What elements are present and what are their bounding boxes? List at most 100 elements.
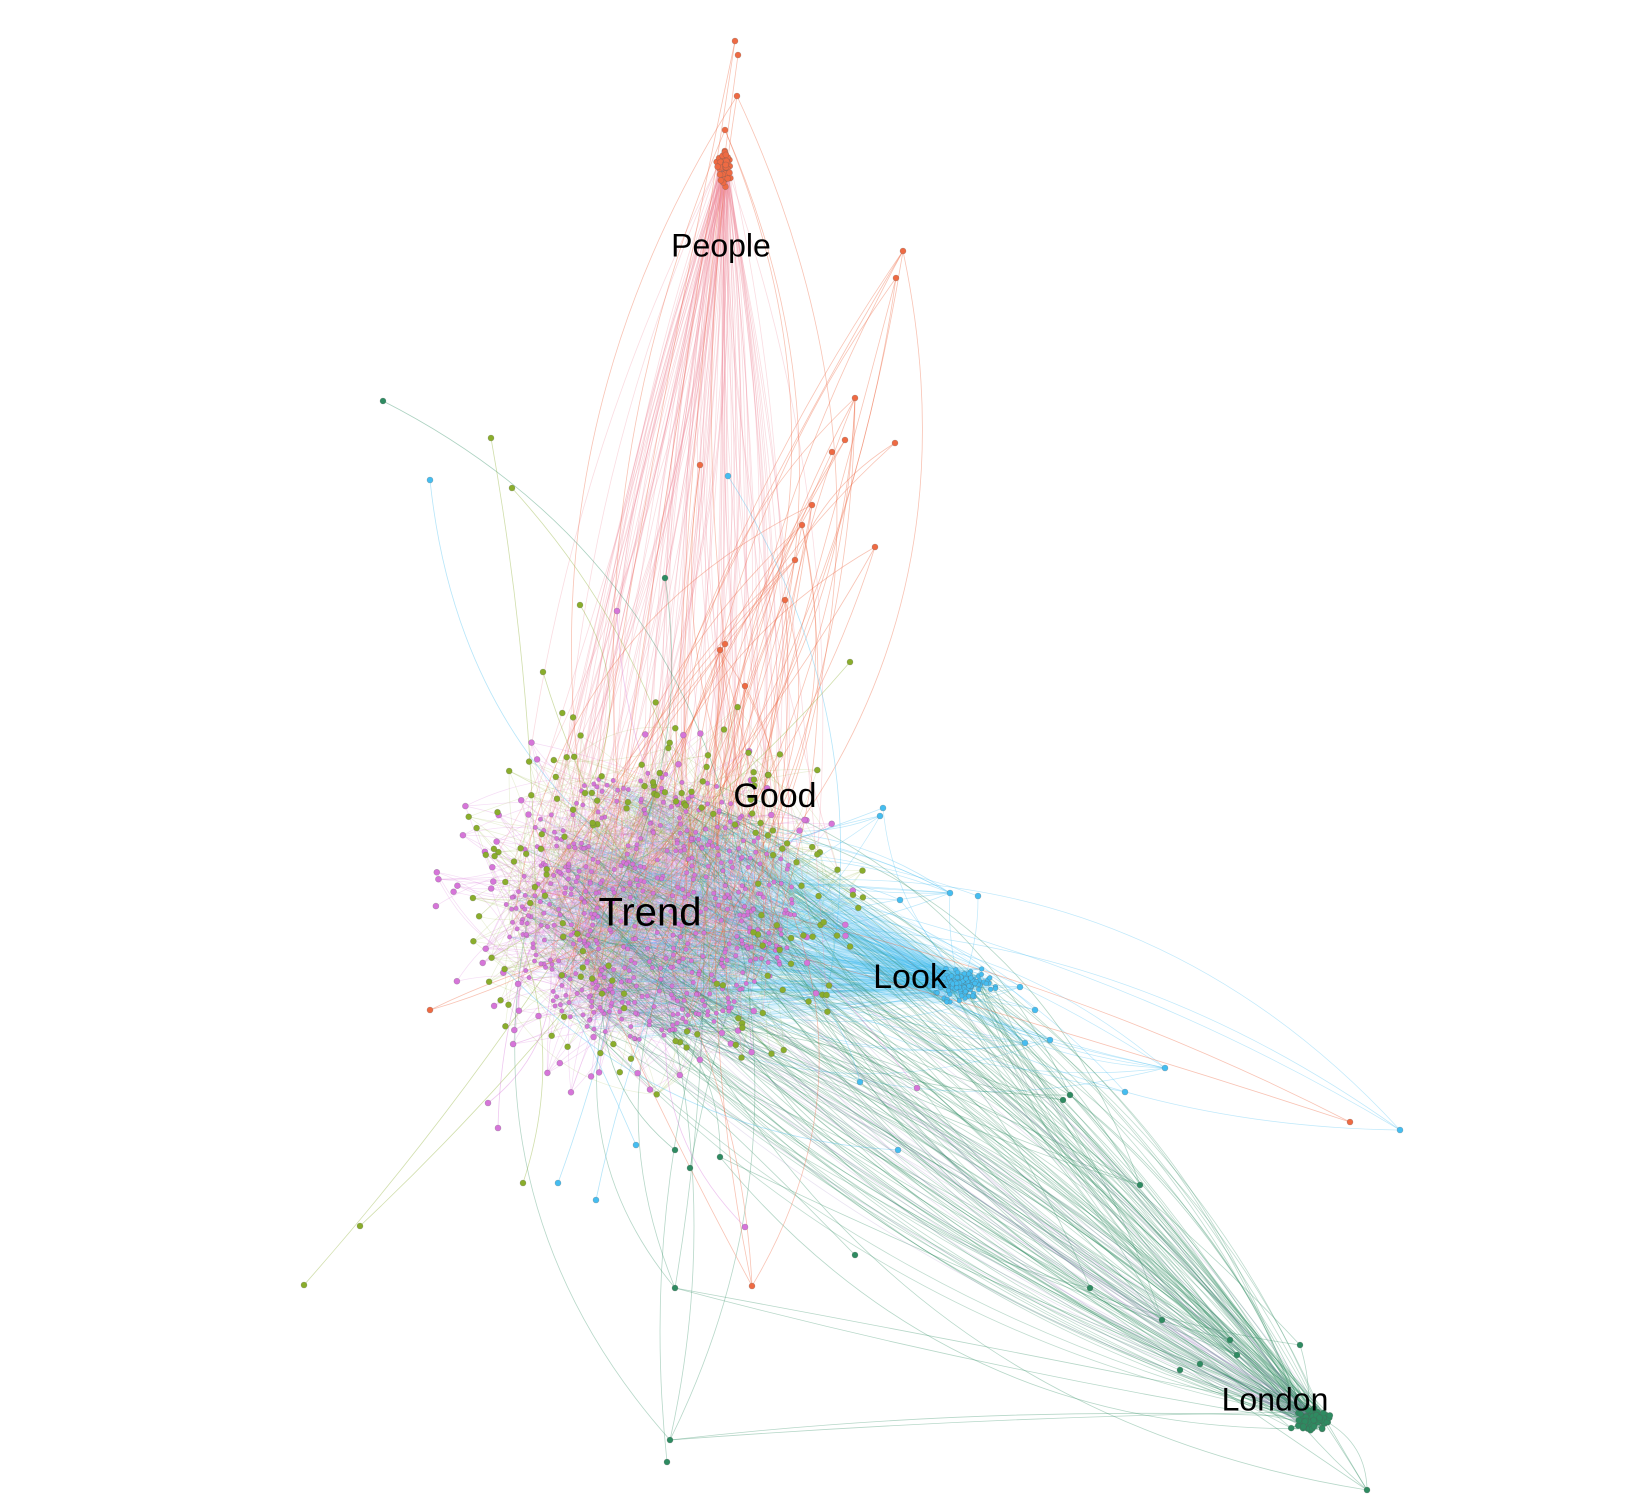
graph-edge [661, 777, 770, 886]
graph-edge [568, 735, 684, 880]
graph-edge [491, 886, 536, 958]
graph-edge [665, 956, 743, 973]
graph-edge [473, 853, 731, 942]
graph-edge [690, 840, 709, 867]
graph-edge [635, 931, 750, 1014]
graph-edge [591, 949, 726, 1007]
graph-edge [743, 788, 768, 961]
trend-node [710, 843, 716, 849]
graph-edge [612, 874, 695, 993]
graph-edge [636, 984, 959, 992]
graph-edge [599, 798, 689, 976]
graph-edge [581, 848, 604, 991]
graph-edge [559, 823, 681, 873]
graph-edge [596, 800, 632, 947]
trend-node [683, 1019, 689, 1025]
graph-edge [681, 925, 990, 979]
graph-edge [663, 980, 973, 1036]
graph-edge [723, 966, 970, 987]
trend-node [690, 979, 696, 985]
graph-edge [640, 837, 694, 880]
trend-node [716, 852, 722, 858]
graph-edge [591, 913, 680, 962]
graph-edge [550, 883, 769, 945]
trend-node [677, 830, 683, 836]
graph-edge [666, 894, 689, 968]
graph-edge [597, 862, 629, 944]
graph-edge [686, 830, 781, 948]
graph-edge [742, 885, 938, 983]
graph-edge [628, 847, 703, 863]
graph-edge [585, 891, 693, 973]
graph-edge [543, 803, 577, 831]
good-node [693, 1031, 701, 1038]
graph-edge [659, 772, 688, 1032]
graph-edge [505, 904, 557, 997]
graph-edge [716, 786, 751, 816]
graph-edge [529, 902, 628, 981]
graph-edge [525, 873, 562, 896]
graph-edge [635, 815, 881, 1014]
graph-edge [552, 813, 646, 992]
graph-edge [485, 948, 603, 971]
graph-edge [556, 833, 767, 855]
graph-edge [567, 779, 600, 880]
trend-node [563, 885, 569, 891]
misc-node [539, 668, 547, 676]
graph-edge [612, 927, 750, 993]
graph-edge [627, 853, 957, 989]
graph-edge [569, 978, 613, 993]
graph-edge [628, 847, 718, 971]
good-node [834, 866, 841, 874]
trend-node [720, 1008, 726, 1014]
graph-edge [589, 958, 762, 998]
look-node [1016, 983, 1024, 991]
people-node [726, 169, 733, 176]
graph-edge [509, 770, 722, 808]
trend-node [644, 945, 650, 951]
trend-node [490, 1002, 498, 1010]
trend-node [595, 859, 601, 865]
graph-edge [600, 897, 631, 1011]
trend-node [610, 989, 616, 995]
trend-node [533, 756, 541, 763]
trend-node [611, 967, 617, 973]
graph-edge [530, 916, 567, 996]
graph-edge [590, 882, 781, 930]
graph-edge [614, 892, 748, 913]
graph-edge [561, 865, 693, 1012]
trend-node [765, 959, 771, 965]
graph-edge [508, 770, 650, 1022]
graph-edge [535, 954, 979, 985]
graph-edge [524, 848, 972, 983]
graph-edge [629, 884, 966, 993]
graph-edge [570, 849, 685, 936]
graph-edge [579, 939, 708, 1012]
graph-edge [721, 867, 749, 989]
good-node [624, 798, 632, 806]
good-node [776, 751, 784, 758]
graph-edge [635, 938, 979, 977]
graph-edge [636, 782, 683, 845]
trend-node [602, 1029, 608, 1035]
graph-edge [584, 913, 648, 949]
graph-edge [609, 1011, 673, 1026]
graph-edge [560, 976, 588, 1027]
trend-node [684, 990, 690, 996]
graph-edge [697, 979, 950, 994]
graph-edge [766, 963, 792, 1054]
graph-edge [660, 772, 670, 879]
graph-edge [634, 976, 962, 1039]
graph-edge [584, 872, 688, 942]
trend-node [729, 864, 735, 870]
graph-edge [657, 932, 971, 976]
graph-edge [685, 949, 967, 980]
graph-edge [543, 940, 597, 965]
graph-edge [628, 977, 958, 1004]
good-node [709, 810, 717, 818]
graph-edge [624, 876, 664, 968]
graph-edge [686, 844, 709, 994]
graph-edge [670, 806, 941, 988]
trend-node [656, 988, 662, 994]
graph-edge [672, 984, 945, 1026]
